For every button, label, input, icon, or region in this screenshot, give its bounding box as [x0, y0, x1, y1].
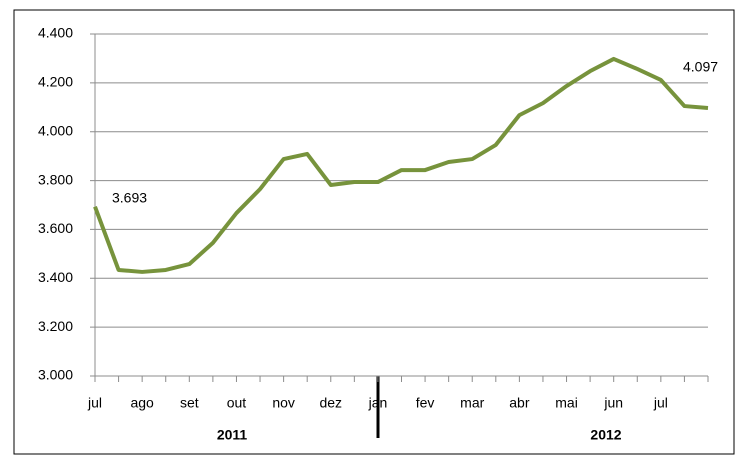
- x-tick-label: fev: [416, 395, 435, 411]
- x-tick-label: jan: [368, 395, 388, 411]
- x-tick-label: jul: [87, 395, 102, 411]
- y-tick-label: 3.000: [38, 367, 73, 383]
- x-tick-label: ago: [130, 395, 154, 411]
- x-tick-label: abr: [509, 395, 530, 411]
- y-tick-label: 3.800: [38, 171, 73, 187]
- x-tick-label: jun: [603, 395, 623, 411]
- data-line: [93, 56, 709, 274]
- year-label: 2011: [217, 427, 248, 443]
- y-tick-label: 4.400: [38, 25, 73, 41]
- y-tick-label: 3.200: [38, 318, 73, 334]
- data-label: 4.097: [683, 59, 718, 75]
- y-tick-label: 4.200: [38, 74, 73, 90]
- x-tick-label: out: [227, 395, 247, 411]
- x-tick-label: nov: [272, 395, 295, 411]
- y-tick-label: 4.000: [38, 122, 73, 138]
- y-tick-label: 3.600: [38, 220, 73, 236]
- chart-border: [13, 9, 735, 455]
- data-label: 3.693: [112, 189, 147, 205]
- x-tick-label: set: [180, 395, 199, 411]
- year-label: 2012: [590, 427, 621, 443]
- x-tick-label: mai: [555, 395, 578, 411]
- y-tick-label: 3.400: [38, 269, 73, 285]
- x-tick-label: jul: [653, 395, 668, 411]
- x-tick-label: dez: [319, 395, 342, 411]
- x-tick-label: mar: [460, 395, 484, 411]
